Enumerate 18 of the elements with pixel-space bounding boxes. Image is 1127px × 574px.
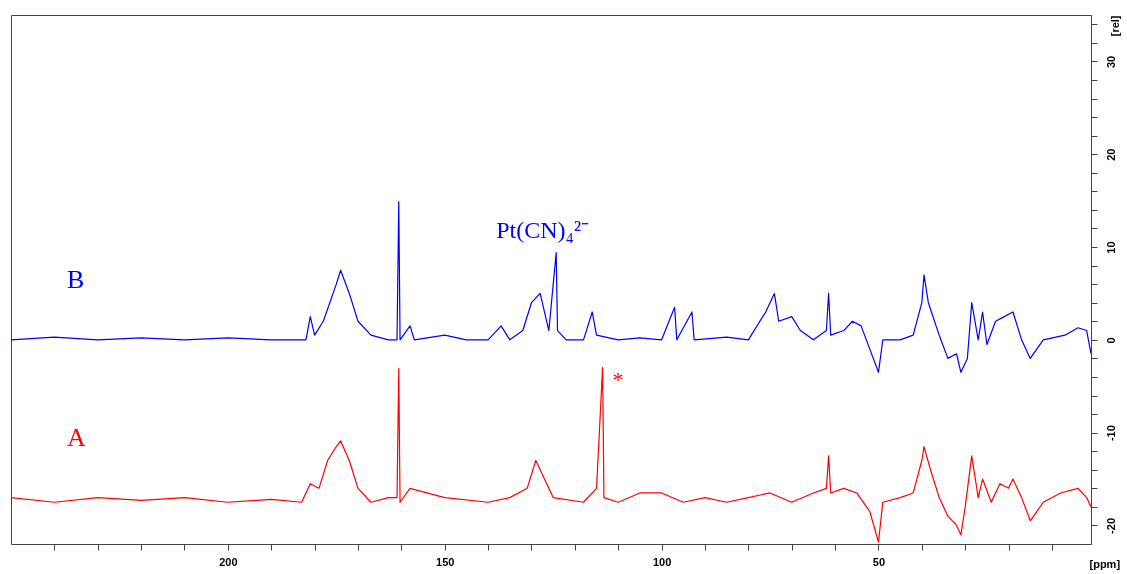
annotation: *: [612, 366, 624, 392]
x-tick-label: 150: [436, 555, 455, 568]
y-axis-title: [rel]: [1108, 15, 1121, 37]
line-series: [11, 200, 1091, 373]
x-tick-label: 200: [219, 555, 238, 568]
series-label: B: [67, 264, 85, 294]
line-series: [11, 367, 1091, 543]
annotation: Pt(CN)₄²⁻: [496, 216, 590, 243]
y-tick-label: -10: [1104, 425, 1117, 442]
series-label: A: [67, 422, 86, 452]
x-tick-label: 50: [872, 555, 886, 568]
x-axis-title: [ppm]: [1089, 557, 1121, 570]
y-tick-label: -20: [1104, 517, 1117, 534]
y-tick-label: 10: [1104, 241, 1117, 254]
y-tick-label: 0: [1104, 337, 1117, 344]
y-tick-label: 20: [1104, 148, 1117, 161]
y-tick-label: 30: [1104, 55, 1117, 69]
x-tick-label: 100: [652, 555, 672, 568]
